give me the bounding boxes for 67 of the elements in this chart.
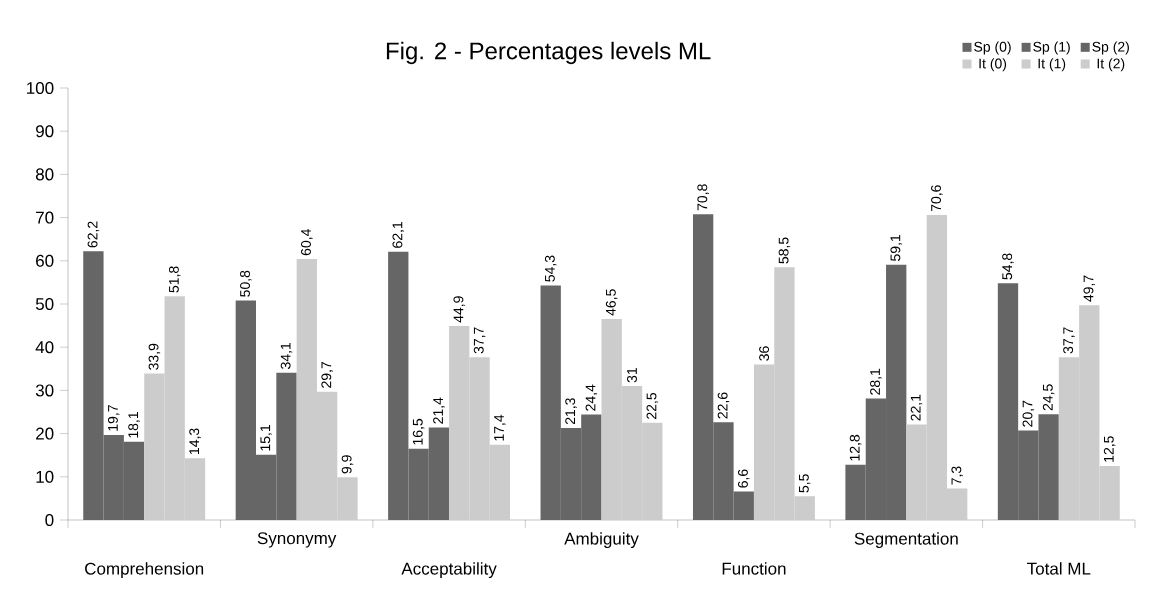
data-label: 21,3 <box>565 398 577 425</box>
y-tick-label: 30 <box>35 384 54 397</box>
data-label: 18,1 <box>128 412 140 438</box>
data-label: 9,9 <box>341 455 354 474</box>
data-label: 37,7 <box>1063 327 1075 354</box>
data-label: 70,8 <box>697 184 709 211</box>
data-label: 24,4 <box>585 384 598 411</box>
data-label: 7,3 <box>951 466 963 485</box>
data-label: 15,1 <box>260 425 272 451</box>
y-tick-label: 40 <box>35 341 54 354</box>
x-tick-label: Total ML <box>1027 562 1091 575</box>
data-label: 59,1 <box>890 234 902 261</box>
data-label: 60,4 <box>301 229 313 256</box>
data-label: 62,2 <box>87 221 100 248</box>
data-label: 70,6 <box>931 185 943 212</box>
y-tick-label: 70 <box>36 211 54 224</box>
legend-label: Sp (0) <box>974 41 1011 55</box>
data-label: 12,5 <box>1103 436 1116 462</box>
data-label: 62,1 <box>392 221 405 248</box>
data-label: 22,5 <box>646 392 659 419</box>
y-tick-label: 60 <box>36 254 54 267</box>
data-label: 12,8 <box>849 434 862 461</box>
y-tick-label: 20 <box>36 427 54 440</box>
data-label: 51,8 <box>168 266 181 293</box>
data-label: 22,1 <box>910 394 923 421</box>
legend-label: It (1) <box>1038 58 1066 72</box>
chart-title: Fig. 2 - Percentages levels ML <box>386 41 711 65</box>
x-tick-label: Comprehension <box>85 562 204 579</box>
y-tick-label: 100 <box>27 81 54 95</box>
y-tick-label: 90 <box>36 125 54 138</box>
data-label: 58,5 <box>778 237 791 264</box>
data-label: 28,1 <box>870 368 882 395</box>
x-tick-label: Synonymy <box>257 532 337 548</box>
y-tick-label: 80 <box>35 168 54 181</box>
data-label: 36 <box>759 346 770 361</box>
data-label: 54,3 <box>544 255 557 282</box>
legend-label: Sp (1) <box>1033 41 1070 55</box>
data-label: 44,9 <box>453 296 466 323</box>
data-label: 29,7 <box>321 361 333 388</box>
data-label: 19,7 <box>107 405 120 431</box>
data-label: 6,6 <box>737 469 750 488</box>
data-label: 50,8 <box>240 270 252 297</box>
data-label: 5,5 <box>799 474 811 493</box>
legend-label: It (0) <box>979 58 1007 72</box>
data-label: 17,4 <box>494 414 506 441</box>
y-tick-label: 10 <box>36 470 54 483</box>
legend-label: Sp (2) <box>1092 41 1129 55</box>
data-label: 16,5 <box>412 418 425 445</box>
x-tick-label: Acceptability <box>401 562 497 579</box>
x-tick-label: Ambiguity <box>564 532 639 549</box>
data-label: 31 <box>627 367 637 383</box>
data-label: 24,5 <box>1042 384 1055 411</box>
data-label: 49,7 <box>1083 275 1096 302</box>
y-tick-label: 50 <box>35 297 54 311</box>
y-tick-label: 0 <box>45 513 54 527</box>
data-label: 14,3 <box>189 428 201 454</box>
data-label: 33,9 <box>148 343 161 370</box>
legend-label: It (2) <box>1097 58 1125 72</box>
data-label: 20,7 <box>1022 400 1035 427</box>
data-label: 22,6 <box>717 392 730 419</box>
x-tick-label: Segmentation <box>854 532 958 549</box>
data-label: 46,5 <box>605 289 618 316</box>
data-label: 54,8 <box>1002 253 1014 280</box>
data-label: 21,4 <box>433 397 445 424</box>
data-label: 34,1 <box>280 342 293 369</box>
data-label: 37,7 <box>473 327 486 354</box>
x-tick-label: Function <box>722 562 786 575</box>
